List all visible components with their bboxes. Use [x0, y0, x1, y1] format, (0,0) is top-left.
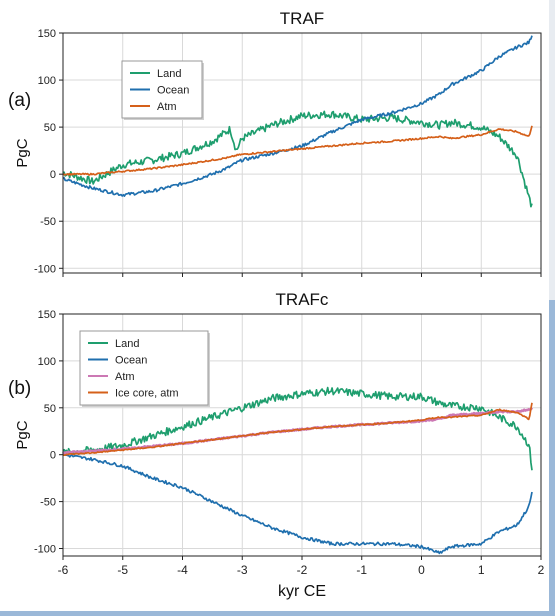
y-tick-label: 50	[44, 122, 56, 134]
series-line-ocean	[62, 35, 533, 197]
x-axis-label: kyr CE	[278, 583, 326, 600]
y-tick-label: 150	[38, 309, 56, 321]
series-line-ocean	[62, 453, 533, 555]
series-line-ice-core-atm	[62, 402, 533, 456]
series-line-land	[62, 386, 533, 471]
x-tick-label: -6	[58, 563, 69, 577]
panel-label: (a)	[8, 90, 31, 111]
series-line-atm	[62, 125, 533, 176]
y-axis-label: PgC	[14, 420, 31, 449]
x-tick-label: -2	[297, 563, 308, 577]
y-tick-label: -100	[34, 263, 56, 275]
chart-panel-1: 150 100 50 0 -50 -100 TRAF PgC (a) Land Ocean Atm	[8, 9, 542, 277]
chart-panel-2: 150 100 50 0 -50 -100-6 -5 -4 -3 -2 -1 0 1 2 TRAFc PgC (…	[8, 290, 545, 600]
legend-label: Ice core, atm	[115, 388, 179, 400]
x-tick-label: 0	[418, 563, 425, 577]
panel-label: (b)	[8, 378, 31, 399]
x-tick-label: -1	[356, 563, 367, 577]
legend-label: Land	[115, 338, 139, 350]
legend-label: Land	[157, 68, 181, 80]
legend-label: Ocean	[157, 85, 189, 97]
y-tick-label: 150	[38, 28, 56, 40]
y-tick-label: 100	[38, 356, 56, 368]
y-tick-label: -50	[40, 497, 56, 509]
y-tick-label: 50	[44, 403, 56, 415]
y-tick-label: 100	[38, 75, 56, 87]
x-tick-label: -5	[117, 563, 128, 577]
legend-label: Ocean	[115, 355, 147, 367]
x-tick-label: -3	[237, 563, 248, 577]
x-tick-label: -4	[177, 563, 188, 577]
legend-label: Atm	[115, 371, 135, 383]
x-tick-label: 1	[478, 563, 485, 577]
chart-title: TRAF	[280, 9, 324, 28]
y-tick-label: 0	[50, 169, 56, 181]
y-tick-label: -100	[34, 543, 56, 555]
series-line-land	[62, 110, 533, 208]
chart-title: TRAFc	[276, 290, 329, 309]
legend-label: Atm	[157, 101, 177, 113]
y-axis-label: PgC	[14, 138, 31, 167]
y-tick-label: -50	[40, 216, 56, 228]
y-tick-label: 0	[50, 450, 56, 462]
x-tick-label: 2	[538, 563, 545, 577]
